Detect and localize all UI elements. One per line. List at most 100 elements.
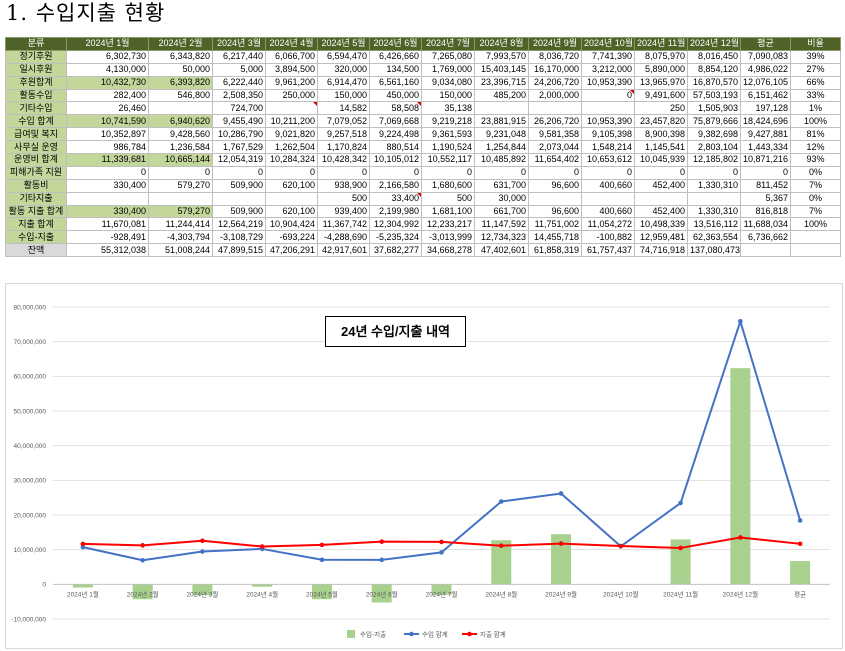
table-row: 후원합계 10,432,730 6,393,820 6,222,440 9,961,20… [5, 75, 841, 90]
month-value-cell: 42,917,601 [317, 243, 370, 258]
month-value-cell: 620,100 [265, 204, 318, 219]
month-value-cell: -100,882 [581, 230, 635, 245]
month-value-cell: 14,455,718 [528, 230, 582, 245]
table-row: 사무실 운영 986,784 1,236,584 1,767,529 1,262,504… [5, 140, 841, 155]
x-category-label: 2024년 12월 [723, 589, 758, 598]
bar-income-minus-expense [551, 534, 572, 585]
point-expense-total [618, 543, 624, 549]
month-value-cell: 96,600 [528, 204, 582, 219]
month-value-cell: 6,561,160 [369, 75, 422, 90]
point-income-total [738, 318, 743, 324]
month-value-cell: 10,105,012 [369, 153, 422, 167]
x-category-label: 2024년 1월 [67, 589, 99, 598]
month-value-cell: 10,352,897 [66, 127, 149, 142]
chart-title-box [325, 316, 466, 347]
average-cell: 7,090,083 [740, 49, 791, 64]
month-value-cell [148, 191, 213, 206]
table-row: 일시후원 4,130,000 50,000 5,000 3,894,500 320,000… [5, 62, 841, 77]
month-value-cell [528, 191, 582, 206]
ratio-cell: 100% [790, 114, 841, 129]
month-value-cell [265, 191, 318, 206]
month-value-cell: 12,185,802 [687, 153, 741, 167]
month-value-cell: 6,426,660 [369, 49, 422, 64]
row-label: 운영비 합계 [5, 153, 67, 167]
average-cell: 6,151,462 [740, 88, 791, 103]
table-row: 활동비 330,400 579,270 509,900 620,100 938,900 2,… [5, 178, 841, 193]
bar-income-minus-expense [72, 584, 93, 588]
month-value-cell: 14,582 [317, 101, 370, 116]
month-value-cell: 631,700 [474, 178, 529, 193]
point-income-total [140, 557, 145, 563]
row-label: 급여및 복지 [5, 127, 67, 142]
month-value-cell: 50,000 [148, 62, 213, 77]
ratio-cell: 66% [790, 75, 841, 90]
month-value-cell: 2,508,350 [212, 88, 266, 103]
month-value-cell: 1,170,824 [317, 140, 370, 155]
month-value-cell: 9,231,048 [474, 127, 529, 142]
month-value-cell [212, 191, 266, 206]
x-category-label: 2024년 6월 [366, 589, 398, 598]
month-value-cell: 12,233,217 [421, 217, 475, 232]
month-value-cell: 10,211,200 [265, 114, 318, 129]
month-value-cell: 11,670,081 [66, 217, 149, 232]
month-value-cell: -4,288,690 [317, 230, 370, 245]
month-value-cell: 1,767,529 [212, 140, 266, 155]
row-label: 기타지출 [5, 191, 67, 206]
month-value-cell: 500 [421, 191, 475, 206]
month-value-cell: 2,803,104 [687, 140, 741, 155]
month-value-cell: 0 [687, 165, 741, 180]
month-value-cell: 0 [148, 165, 213, 180]
month-value-cell: 1,548,214 [581, 140, 635, 155]
month-value-cell: 23,396,715 [474, 75, 529, 90]
column-header-month: 2024년 3월 [212, 37, 266, 51]
month-value-cell [581, 101, 635, 116]
column-header-month: 2024년 2월 [148, 37, 213, 51]
month-value-cell: 10,552,117 [421, 153, 475, 167]
page-title: 1. 수입지출 현황 [6, 1, 166, 25]
header-row: 분류 2024년 1월 2024년 2월 2024년 3월 2024년 4월 2024년 … [5, 37, 841, 51]
month-value-cell: 3,894,500 [265, 62, 318, 77]
month-value-cell: 724,700 [212, 101, 266, 116]
ratio-cell: 1% [790, 101, 841, 116]
month-value-cell: 10,045,939 [634, 153, 688, 167]
month-value-cell: 1,262,504 [265, 140, 318, 155]
table-header: 분류 2024년 1월 2024년 2월 2024년 3월 2024년 4월 2024년 … [5, 37, 841, 51]
month-value-cell: 1,330,310 [687, 204, 741, 219]
month-value-cell [528, 101, 582, 116]
month-value-cell: -3,013,999 [421, 230, 475, 245]
month-value-cell: 6,066,700 [265, 49, 318, 64]
point-income-total [558, 491, 564, 496]
legend-label: 지출 합계 [480, 629, 506, 638]
month-value-cell: 57,503,193 [687, 88, 741, 103]
month-value-cell: 10,653,612 [581, 153, 635, 167]
month-value-cell: 16,170,000 [528, 62, 582, 77]
column-header-month: 2024년 6월 [369, 37, 422, 51]
x-category-label: 2024년 11월 [663, 589, 698, 598]
month-value-cell: 137,080,473 [687, 243, 741, 258]
month-value-cell: 7,265,080 [421, 49, 475, 64]
month-value-cell: 5,000 [212, 62, 266, 77]
month-value-cell: 12,959,481 [634, 230, 688, 245]
y-tick-label: 20,000,000 [13, 512, 46, 519]
ratio-cell: 93% [790, 153, 841, 167]
average-cell: 11,688,034 [740, 217, 791, 232]
month-value-cell: 51,008,244 [148, 243, 213, 258]
month-value-cell: 8,075,970 [634, 49, 688, 64]
month-value-cell: 8,854,120 [687, 62, 741, 77]
month-value-cell: 58,508 [369, 101, 422, 116]
month-value-cell: 986,784 [66, 140, 149, 155]
month-value-cell: 10,741,590 [66, 114, 149, 129]
month-value-cell: 3,212,000 [581, 62, 635, 77]
month-value-cell: 30,000 [474, 191, 529, 206]
row-label: 활동수입 [5, 88, 67, 103]
bar-income-minus-expense [192, 584, 213, 596]
row-label: 수입-지출 [5, 230, 67, 245]
table-row: 정기후원 6,302,730 6,343,820 6,217,440 6,066,700… [5, 49, 841, 64]
x-category-label: 2024년 4월 [246, 589, 278, 598]
month-value-cell: 13,516,112 [687, 217, 741, 232]
month-value-cell: 6,343,820 [148, 49, 213, 64]
month-value-cell: 9,361,593 [421, 127, 475, 142]
month-value-cell: 47,206,291 [265, 243, 318, 258]
table-body: 정기후원 6,302,730 6,343,820 6,217,440 6,066,700… [5, 49, 841, 258]
ratio-cell [790, 243, 841, 258]
